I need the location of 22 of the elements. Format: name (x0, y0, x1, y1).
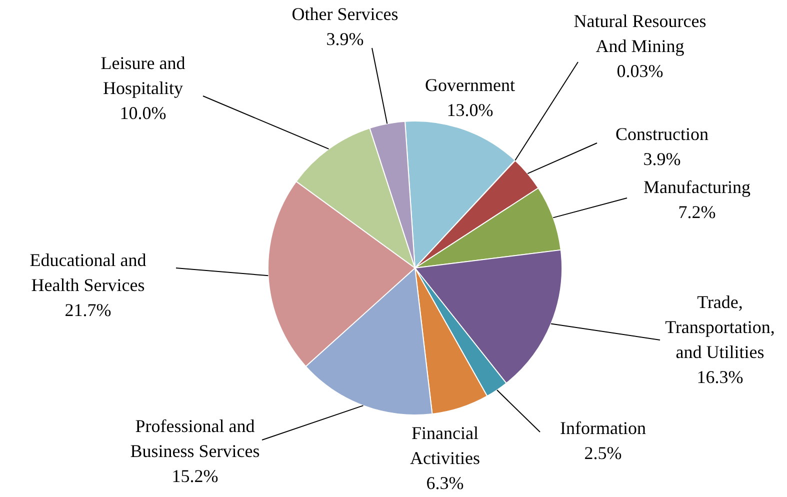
slice-label: Financial Activities (410, 423, 480, 468)
slice-label: Natural Resources And Mining (574, 11, 706, 56)
data-label: 10.0% (120, 103, 166, 123)
data-label: 15.2% (172, 466, 218, 486)
data-label: 7.2% (678, 202, 716, 222)
data-label: 6.3% (426, 473, 464, 493)
slice-label: Construction (616, 124, 708, 144)
data-label: 3.9% (643, 149, 681, 169)
slice-label: Trade, Transportation, and Utilities (665, 292, 775, 362)
data-label: 3.9% (326, 29, 364, 49)
slice-label: Professional and Business Services (130, 416, 260, 461)
slice-label: Other Services (292, 4, 398, 24)
slice-label: Educational and Health Services (30, 250, 146, 295)
data-label: 13.0% (446, 100, 494, 120)
slice-label: Information (560, 418, 646, 438)
slice-label: Manufacturing (644, 177, 750, 197)
data-label: 0.03% (616, 61, 664, 81)
slice-label: Leisure and Hospitality (100, 53, 186, 98)
slice-label: Government (425, 75, 515, 95)
data-label: 16.3% (696, 367, 744, 387)
data-label: 21.7% (64, 300, 112, 320)
data-label: 2.5% (584, 443, 622, 463)
